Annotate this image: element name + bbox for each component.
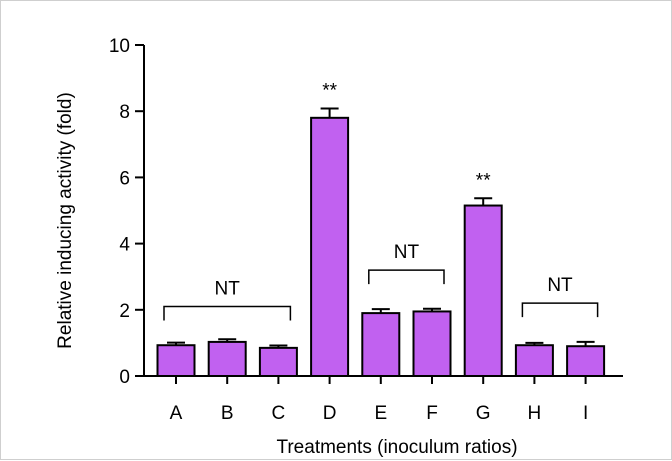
x-tick-label: A	[170, 403, 183, 424]
significance-label: **	[322, 81, 337, 102]
bar-b	[207, 340, 247, 378]
x-axis-title: Treatments (inoculum ratios)	[276, 437, 517, 458]
bar-h	[514, 344, 554, 378]
group-bracket	[163, 305, 292, 321]
x-tick-label: C	[272, 403, 286, 424]
y-axis-title: Relative inducing activity (fold)	[55, 92, 76, 349]
y-tick-label: 4	[119, 235, 130, 256]
group-bracket-label: NT	[394, 242, 420, 263]
bar-i	[566, 345, 606, 377]
bar-e	[361, 312, 401, 377]
group-bracket-label: NT	[547, 275, 573, 296]
y-tick-label: 2	[119, 301, 130, 322]
y-tick-label: 0	[119, 367, 130, 388]
x-tick-label: F	[426, 403, 438, 424]
significance-label: **	[476, 170, 491, 191]
bar-d	[310, 116, 350, 377]
group-bracket-label: NT	[215, 278, 241, 299]
bar-a	[156, 344, 196, 378]
y-tick-label: 6	[119, 168, 130, 189]
x-tick-label: E	[374, 403, 387, 424]
bar-g	[463, 204, 503, 377]
x-tick-label: B	[221, 403, 234, 424]
group-bracket	[368, 269, 445, 285]
x-tick-label: I	[583, 403, 588, 424]
group-bracket	[521, 302, 599, 318]
y-tick-label: 10	[109, 36, 130, 57]
y-tick-label: 8	[119, 102, 130, 123]
x-tick-label: H	[528, 403, 542, 424]
bar-f	[412, 310, 452, 377]
bar-c	[258, 346, 298, 377]
x-tick-label: D	[323, 403, 337, 424]
x-tick-label: G	[476, 403, 491, 424]
